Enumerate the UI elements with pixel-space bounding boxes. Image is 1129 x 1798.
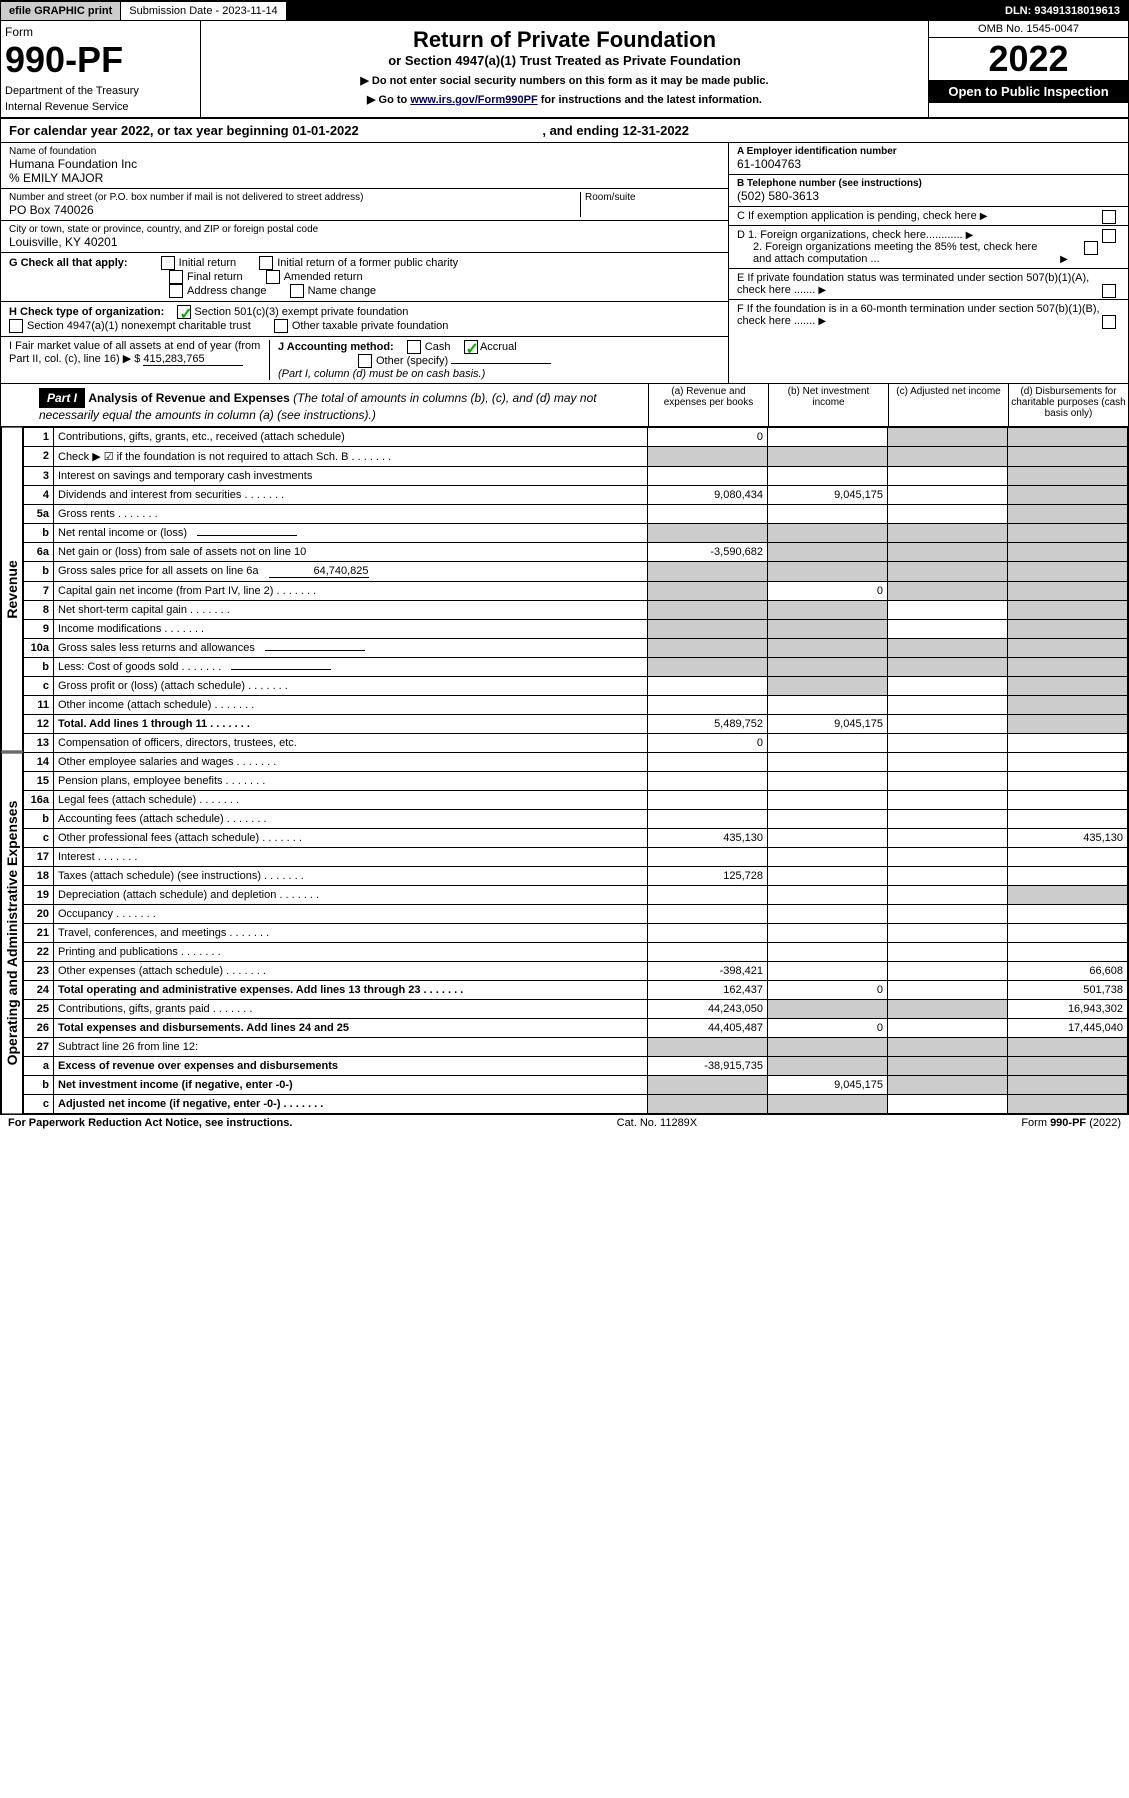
col-b-header: (b) Net investment income — [768, 384, 888, 426]
table-row: bNet investment income (if negative, ent… — [24, 1076, 1128, 1095]
dept-treasury: Department of the Treasury — [5, 85, 196, 97]
address: PO Box 740026 — [9, 203, 580, 217]
efile-button[interactable]: efile GRAPHIC print — [1, 2, 120, 20]
table-row: 27Subtract line 26 from line 12: — [24, 1038, 1128, 1057]
header-bar: efile GRAPHIC print Submission Date - 20… — [1, 1, 1128, 21]
table-row: bLess: Cost of goods sold . . . . . . . — [24, 658, 1128, 677]
table-row: 25Contributions, gifts, grants paid . . … — [24, 1000, 1128, 1019]
part1-header: Part I Analysis of Revenue and Expenses … — [1, 384, 1128, 427]
form-label: Form — [5, 25, 196, 39]
section-h: H Check type of organization: Section 50… — [1, 302, 728, 337]
table-row: 16aLegal fees (attach schedule) . . . . … — [24, 791, 1128, 810]
expenses-label: Operating and Administrative Expenses — [1, 752, 23, 1114]
telephone: (502) 580-3613 — [737, 189, 1120, 203]
foundation-name: Humana Foundation Inc — [9, 157, 720, 171]
form-title: Return of Private Foundation — [207, 27, 922, 53]
table-row: 26Total expenses and disbursements. Add … — [24, 1019, 1128, 1038]
form-header: Form 990-PF Department of the Treasury I… — [1, 21, 1128, 119]
table-row: 8Net short-term capital gain . . . . . .… — [24, 601, 1128, 620]
revenue-label: Revenue — [1, 427, 23, 752]
col-d-header: (d) Disbursements for charitable purpose… — [1008, 384, 1128, 426]
table-row: cGross profit or (loss) (attach schedule… — [24, 677, 1128, 696]
table-row: 4Dividends and interest from securities … — [24, 486, 1128, 505]
section-d: D 1. Foreign organizations, check here..… — [729, 226, 1128, 269]
table-row: 9Income modifications . . . . . . . — [24, 620, 1128, 639]
calendar-year-line: For calendar year 2022, or tax year begi… — [1, 119, 1128, 143]
ein-label: A Employer identification number — [737, 146, 897, 157]
table-row: bGross sales price for all assets on lin… — [24, 562, 1128, 582]
check-accrual — [464, 340, 478, 354]
foundation-name-label: Name of foundation — [9, 146, 720, 157]
table-row: 21Travel, conferences, and meetings . . … — [24, 924, 1128, 943]
table-row: 7Capital gain net income (from Part IV, … — [24, 582, 1128, 601]
dept-irs: Internal Revenue Service — [5, 101, 196, 113]
table-row: bAccounting fees (attach schedule) . . .… — [24, 810, 1128, 829]
table-row: aExcess of revenue over expenses and dis… — [24, 1057, 1128, 1076]
table-row: 17Interest . . . . . . . — [24, 848, 1128, 867]
open-inspection: Open to Public Inspection — [929, 80, 1128, 103]
table-row: 10aGross sales less returns and allowanc… — [24, 639, 1128, 658]
room-label: Room/suite — [585, 192, 720, 203]
form-container: efile GRAPHIC print Submission Date - 20… — [0, 0, 1129, 1115]
table-row: 23Other expenses (attach schedule) . . .… — [24, 962, 1128, 981]
check-501c3 — [177, 305, 191, 319]
table-row: 1Contributions, gifts, grants, etc., rec… — [24, 428, 1128, 447]
table-row: 13Compensation of officers, directors, t… — [24, 734, 1128, 753]
section-c: C If exemption application is pending, c… — [729, 207, 1128, 226]
instr-ssn: ▶ Do not enter social security numbers o… — [207, 74, 922, 87]
footer-left: For Paperwork Reduction Act Notice, see … — [8, 1117, 292, 1129]
section-f: F If the foundation is in a 60-month ter… — [729, 300, 1128, 330]
footer-mid: Cat. No. 11289X — [617, 1117, 698, 1129]
address-label: Number and street (or P.O. box number if… — [9, 192, 580, 203]
part1-title: Analysis of Revenue and Expenses — [88, 391, 289, 405]
form-number: 990-PF — [5, 39, 196, 81]
part1-table: 1Contributions, gifts, grants, etc., rec… — [23, 427, 1128, 1114]
care-of: % EMILY MAJOR — [9, 171, 720, 185]
table-row: bNet rental income or (loss) — [24, 524, 1128, 543]
col-c-header: (c) Adjusted net income — [888, 384, 1008, 426]
table-row: 14Other employee salaries and wages . . … — [24, 753, 1128, 772]
table-row: 11Other income (attach schedule) . . . .… — [24, 696, 1128, 715]
table-row: 20Occupancy . . . . . . . — [24, 905, 1128, 924]
table-row: 15Pension plans, employee benefits . . .… — [24, 772, 1128, 791]
table-row: cAdjusted net income (if negative, enter… — [24, 1095, 1128, 1114]
section-ij: I Fair market value of all assets at end… — [1, 337, 728, 383]
table-row: cOther professional fees (attach schedul… — [24, 829, 1128, 848]
part1-grid: Revenue Operating and Administrative Exp… — [1, 427, 1128, 1114]
tax-year: 2022 — [929, 38, 1128, 80]
part1-badge: Part I — [39, 388, 85, 408]
table-row: 12Total. Add lines 1 through 11 . . . . … — [24, 715, 1128, 734]
table-row: 19Depreciation (attach schedule) and dep… — [24, 886, 1128, 905]
table-row: 24Total operating and administrative exp… — [24, 981, 1128, 1000]
tel-label: B Telephone number (see instructions) — [737, 178, 922, 189]
city-label: City or town, state or province, country… — [9, 224, 720, 235]
city: Louisville, KY 40201 — [9, 235, 720, 249]
dln-label: DLN: 93491318019613 — [997, 2, 1128, 20]
table-row: 2Check ▶ ☑ if the foundation is not requ… — [24, 447, 1128, 467]
page-footer: For Paperwork Reduction Act Notice, see … — [0, 1115, 1129, 1131]
fmv-value: 415,283,765 — [143, 353, 243, 366]
instr-link-row: ▶ Go to www.irs.gov/Form990PF for instru… — [207, 93, 922, 106]
form-subtitle: or Section 4947(a)(1) Trust Treated as P… — [207, 53, 922, 68]
col-a-header: (a) Revenue and expenses per books — [648, 384, 768, 426]
section-e: E If private foundation status was termi… — [729, 269, 1128, 300]
instructions-link[interactable]: www.irs.gov/Form990PF — [410, 94, 537, 106]
table-row: 18Taxes (attach schedule) (see instructi… — [24, 867, 1128, 886]
table-row: 3Interest on savings and temporary cash … — [24, 467, 1128, 486]
submission-date: Submission Date - 2023-11-14 — [120, 1, 286, 21]
table-row: 6aNet gain or (loss) from sale of assets… — [24, 543, 1128, 562]
section-g: G Check all that apply: Initial return I… — [1, 253, 728, 302]
table-row: 5aGross rents . . . . . . . — [24, 505, 1128, 524]
omb-number: OMB No. 1545-0047 — [929, 21, 1128, 38]
entity-info: Name of foundation Humana Foundation Inc… — [1, 143, 1128, 384]
table-row: 22Printing and publications . . . . . . … — [24, 943, 1128, 962]
footer-right: Form 990-PF (2022) — [1021, 1117, 1121, 1129]
ein: 61-1004763 — [737, 157, 1120, 171]
